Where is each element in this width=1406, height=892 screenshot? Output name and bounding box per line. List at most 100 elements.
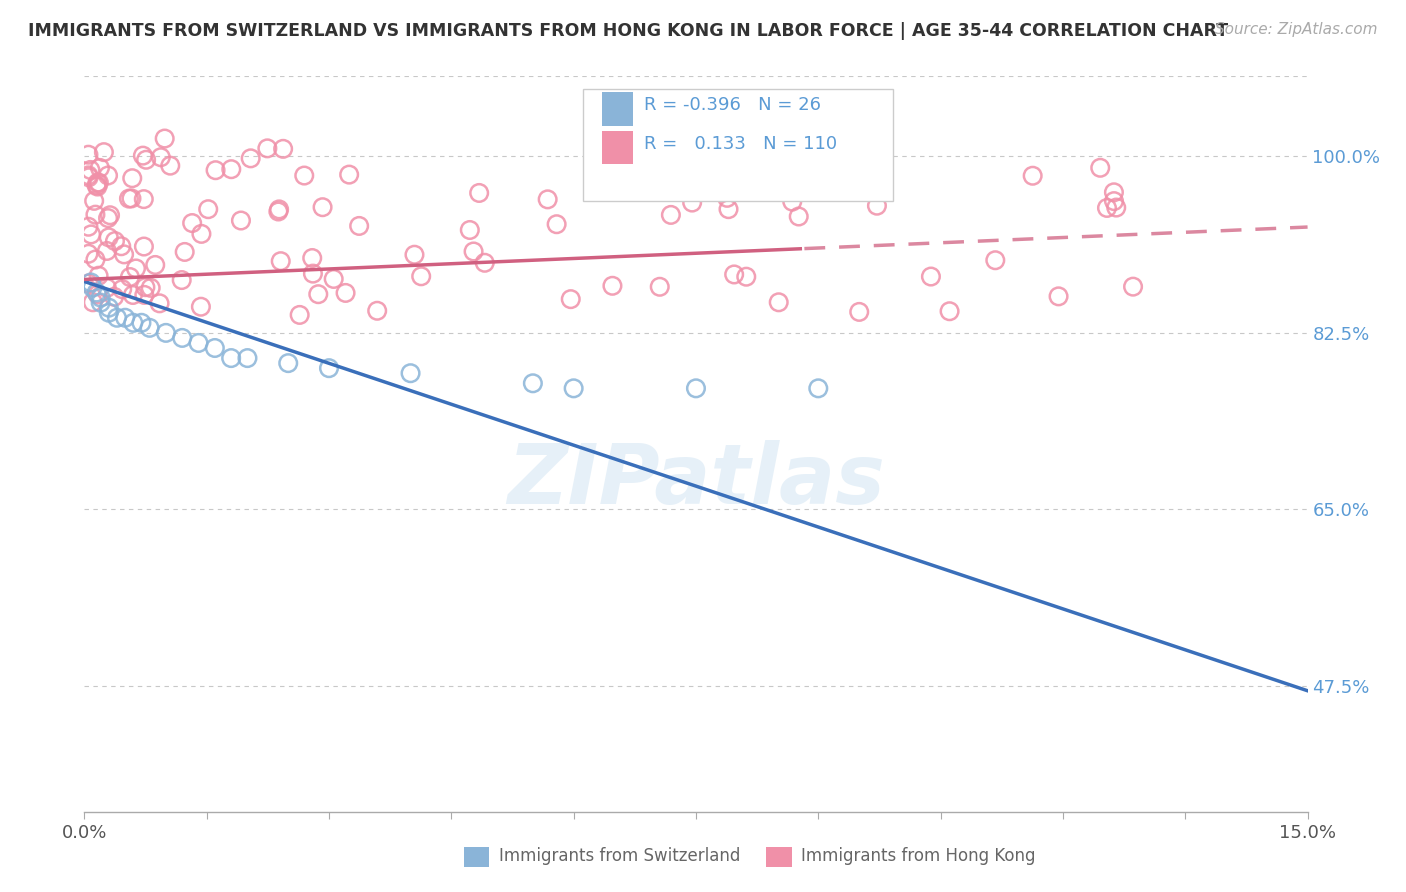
Point xyxy=(659,208,682,222)
Point xyxy=(121,171,143,186)
Point xyxy=(122,316,145,330)
Point xyxy=(458,223,481,237)
Text: Immigrants from Hong Kong: Immigrants from Hong Kong xyxy=(801,847,1036,865)
Point xyxy=(96,281,118,295)
Point xyxy=(103,290,125,304)
Point xyxy=(537,192,560,206)
Point xyxy=(131,316,153,330)
Text: ZIPatlas: ZIPatlas xyxy=(508,440,884,521)
Point xyxy=(366,303,388,318)
Point xyxy=(219,351,242,365)
Point xyxy=(80,227,103,242)
Point xyxy=(848,305,870,319)
Point xyxy=(96,244,118,258)
Point xyxy=(562,381,585,395)
Point xyxy=(153,131,176,145)
Point xyxy=(404,248,426,262)
Point xyxy=(173,244,195,259)
Point xyxy=(97,301,120,315)
Point xyxy=(463,244,485,259)
Point xyxy=(79,163,101,178)
Point xyxy=(560,292,582,306)
Point xyxy=(190,227,212,241)
Point xyxy=(77,170,100,185)
Point xyxy=(170,273,193,287)
Point xyxy=(673,155,696,169)
Point xyxy=(197,202,219,217)
Point xyxy=(204,341,226,355)
Point xyxy=(787,210,810,224)
Point xyxy=(219,162,242,177)
Point xyxy=(318,361,340,376)
Point xyxy=(132,192,155,206)
Point xyxy=(97,211,120,226)
Point xyxy=(87,268,110,283)
Point xyxy=(311,200,333,214)
Point xyxy=(322,272,344,286)
Text: IMMIGRANTS FROM SWITZERLAND VS IMMIGRANTS FROM HONG KONG IN LABOR FORCE | AGE 35: IMMIGRANTS FROM SWITZERLAND VS IMMIGRANT… xyxy=(28,22,1229,40)
Point xyxy=(148,296,170,310)
Point xyxy=(122,288,145,302)
Point xyxy=(149,150,172,164)
Point xyxy=(86,179,108,194)
Point xyxy=(411,269,433,284)
Text: R = -0.396   N = 26: R = -0.396 N = 26 xyxy=(644,96,821,114)
Point xyxy=(139,281,162,295)
Point xyxy=(190,300,212,314)
Point xyxy=(468,186,491,200)
Point xyxy=(204,163,226,178)
Point xyxy=(105,310,128,325)
Point xyxy=(1122,279,1144,293)
Point xyxy=(1047,289,1070,303)
Point xyxy=(337,168,360,182)
Point xyxy=(84,252,107,267)
Point xyxy=(118,270,141,285)
Point xyxy=(82,280,104,294)
Point xyxy=(138,321,160,335)
Point xyxy=(97,230,120,244)
Point xyxy=(602,278,624,293)
Point xyxy=(716,191,738,205)
Point xyxy=(97,169,120,183)
Point xyxy=(984,253,1007,268)
Point xyxy=(132,148,155,162)
Point xyxy=(104,234,127,248)
Point xyxy=(239,152,262,166)
Point xyxy=(292,169,315,183)
Point xyxy=(77,147,100,161)
Point xyxy=(125,261,148,276)
Point xyxy=(938,304,960,318)
Point xyxy=(77,219,100,234)
Point xyxy=(187,335,209,350)
Point xyxy=(335,285,357,300)
Point xyxy=(89,161,111,175)
Point xyxy=(134,280,156,294)
Point xyxy=(86,178,108,193)
Point xyxy=(155,326,177,340)
Point xyxy=(172,331,194,345)
Point xyxy=(474,256,496,270)
Point xyxy=(288,308,311,322)
Point xyxy=(135,153,157,167)
Point xyxy=(267,202,290,217)
Point xyxy=(648,280,671,294)
Point xyxy=(90,291,112,305)
Point xyxy=(77,169,100,183)
Point xyxy=(780,194,803,209)
Point xyxy=(399,366,422,380)
Point xyxy=(1090,161,1112,175)
Point xyxy=(277,356,299,370)
Point xyxy=(84,208,107,222)
Point xyxy=(768,295,790,310)
Point xyxy=(301,251,323,265)
Point xyxy=(807,381,830,395)
Point xyxy=(270,254,292,268)
Point xyxy=(82,295,104,310)
Point xyxy=(86,285,108,300)
Point xyxy=(256,141,278,155)
Point xyxy=(1105,201,1128,215)
Point xyxy=(159,159,181,173)
Point xyxy=(80,276,103,290)
Point xyxy=(97,306,120,320)
Point xyxy=(98,208,121,222)
